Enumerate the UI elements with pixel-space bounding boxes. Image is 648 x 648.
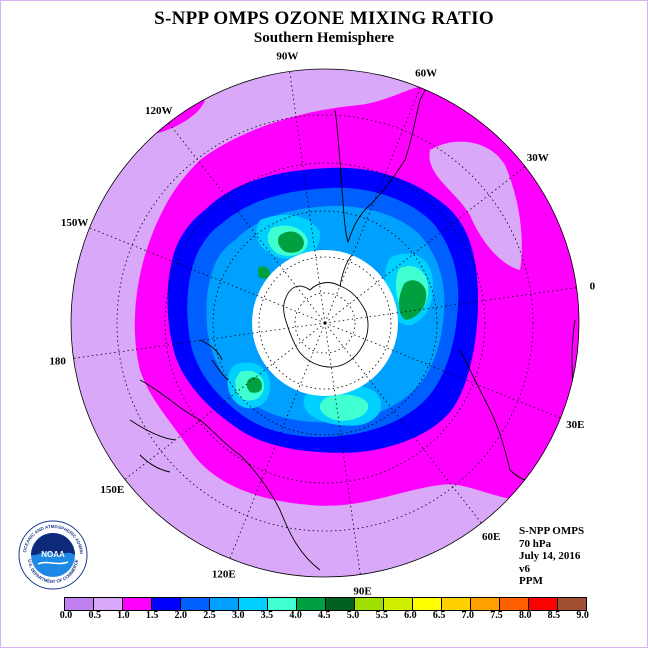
info-block: S-NPP OMPS 70 hPa July 14, 2016 v6 PPM <box>519 525 584 588</box>
colorbar-tick-label: 0.0 <box>59 610 73 621</box>
colorbar-swatch <box>471 598 500 610</box>
longitude-label: 60E <box>482 531 500 543</box>
south-pole-marker <box>323 321 327 325</box>
colorbar-tick-label: 4.5 <box>318 610 331 621</box>
new-zealand-coast <box>199 339 229 381</box>
meridian-line <box>289 71 326 324</box>
longitude-label: 60W <box>415 68 437 80</box>
colorbar-swatch <box>239 598 268 610</box>
info-instrument: S-NPP OMPS <box>519 525 585 537</box>
colorbar-tick-label: 3.5 <box>260 610 274 621</box>
field-level-4.0 <box>278 231 304 253</box>
meridian-line <box>324 322 561 419</box>
colorbar-swatch <box>297 598 326 610</box>
meridian-line <box>73 322 326 359</box>
colorbar-tick-label: 2.5 <box>203 610 216 621</box>
info-pressure-level: 70 hPa <box>519 537 552 550</box>
longitude-label: 150E <box>100 484 124 496</box>
colorbar-tick-label: 9.0 <box>576 610 589 621</box>
colorbar-tick-label: 8.5 <box>547 610 561 621</box>
colorbar-swatch <box>442 598 471 610</box>
meridian-line <box>324 322 361 575</box>
colorbar-swatch <box>529 598 558 610</box>
colorbar-swatch <box>413 598 442 610</box>
longitude-label: 30W <box>527 152 549 164</box>
colorbar-tick-label: 0.5 <box>88 610 101 621</box>
map-title: S-NPP OMPS OZONE MIXING RATIO <box>154 8 494 29</box>
colorbar-swatch <box>65 598 94 610</box>
colorbar-swatch <box>210 598 239 610</box>
meridian-line <box>324 322 482 524</box>
colorbar-tick-label: 1.0 <box>117 610 130 621</box>
colorbar-tick-label: 1.5 <box>145 610 159 621</box>
longitude-label: 150W <box>61 217 89 229</box>
antarctic-peninsula <box>339 254 353 287</box>
info-date: July 14, 2016 <box>519 550 581 562</box>
meridian-line <box>89 227 326 324</box>
longitude-label: 0 <box>590 280 596 292</box>
colorbar-tick-label: 7.5 <box>490 610 503 621</box>
field-level-3.5 <box>319 394 369 421</box>
colorbar-swatch <box>326 598 355 610</box>
longitude-label: 120E <box>212 568 236 580</box>
colorbar-swatch <box>123 598 152 610</box>
meridian-lines <box>73 71 577 575</box>
info-units: PPM <box>519 575 543 587</box>
south-america-coast <box>334 71 433 244</box>
field-level-4.0 <box>246 377 262 393</box>
info-version: v6 <box>519 562 530 575</box>
colorbar-swatch <box>500 598 529 610</box>
colorbar-swatch <box>268 598 297 610</box>
map-border <box>70 68 580 578</box>
colorbar-swatch <box>355 598 384 610</box>
colorbar-tick-label: 2.0 <box>174 610 188 621</box>
colorbar-ticks: 0.0 0.5 1.0 1.5 2.0 2.5 3.0 3.5 4.0 4.5 5.0 5.5 6.0 6… <box>0 610 648 624</box>
colorbar-tick-label: 6.0 <box>404 610 417 621</box>
longitude-label: 90W <box>276 51 298 63</box>
australia-coast <box>139 379 321 571</box>
latitude-circles <box>116 114 534 532</box>
meridian-line <box>229 322 326 559</box>
antarctica-coast <box>283 282 369 368</box>
field-level-4.0 <box>258 266 270 279</box>
meridian-line <box>168 122 326 324</box>
colorbar-swatch <box>384 598 413 610</box>
colorbar-tick-label: 5.0 <box>346 610 360 621</box>
colorbar <box>64 597 587 611</box>
meridian-line <box>324 166 526 324</box>
colorbar-tick-label: 5.5 <box>375 610 388 621</box>
colorbar-swatch <box>181 598 210 610</box>
longitude-label: 30E <box>566 419 584 431</box>
indonesia-coast <box>129 419 176 473</box>
colorbar-tick-label: 6.5 <box>432 610 446 621</box>
meridian-line <box>324 287 577 324</box>
colorbar-tick-label: 7.0 <box>461 610 475 621</box>
meridian-line <box>324 87 421 324</box>
longitude-label: 180 <box>49 356 66 368</box>
logo-noaa-text: NOAA <box>41 550 65 559</box>
meridian-line <box>124 322 326 480</box>
longitude-label: 90E <box>353 585 371 597</box>
colorbar-tick-label: 8.0 <box>518 610 532 621</box>
noaa-logo: NATIONAL OCEANIC AND ATMOSPHERIC ADMINIS… <box>18 520 88 590</box>
map-subtitle: Southern Hemisphere <box>253 30 395 46</box>
longitude-label: 120W <box>145 105 173 117</box>
colorbar-tick-label: 4.0 <box>289 610 302 621</box>
field-level-0.5-inner <box>429 141 522 270</box>
colorbar-swatch <box>152 598 181 610</box>
longitude-labels: 90W 60W 30W 0 30E 60E 90E 120E 150E 180 150W 120W <box>49 51 595 598</box>
colorbar-swatch <box>94 598 123 610</box>
colorbar-swatch <box>558 598 586 610</box>
colorbar-tick-label: 3.0 <box>231 610 245 621</box>
